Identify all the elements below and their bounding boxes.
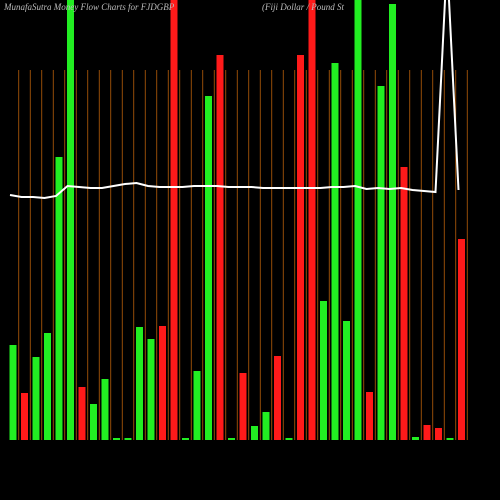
- bar: [412, 437, 419, 440]
- chart-subtitle: (Fiji Dollar / Pound St: [262, 2, 344, 12]
- bar: [170, 0, 178, 440]
- bar: [78, 387, 86, 440]
- bar: [67, 0, 74, 440]
- bar: [297, 55, 304, 440]
- bar: [228, 438, 235, 440]
- bar: [90, 404, 97, 440]
- bar: [136, 327, 143, 440]
- bars: [9, 0, 465, 440]
- chart-title: MunafaSutra Money Flow Charts for FJDGBP: [3, 2, 175, 12]
- bar: [101, 379, 109, 440]
- money-flow-line: [9, 0, 460, 200]
- bar: [205, 96, 212, 440]
- bar: [423, 425, 431, 440]
- bar: [124, 438, 132, 440]
- bar: [239, 373, 247, 440]
- bar: [389, 4, 396, 440]
- bar: [320, 301, 327, 440]
- bar: [262, 412, 270, 440]
- bar: [343, 321, 350, 440]
- bar: [274, 356, 281, 440]
- bar: [435, 428, 442, 440]
- bar: [21, 393, 28, 440]
- bar: [354, 0, 362, 440]
- bar: [366, 392, 373, 440]
- bar: [159, 326, 166, 440]
- bar: [400, 167, 408, 440]
- bar: [182, 438, 189, 440]
- bar: [113, 438, 120, 440]
- grid: [18, 70, 468, 440]
- bar: [55, 157, 63, 440]
- bar: [251, 426, 258, 440]
- bar: [193, 371, 201, 440]
- bar: [32, 357, 40, 440]
- bar: [9, 345, 17, 440]
- bar: [377, 86, 385, 440]
- line-layer: [9, 0, 460, 200]
- bar: [308, 0, 316, 440]
- bar: [446, 438, 454, 440]
- bar: [331, 63, 339, 440]
- bar: [458, 239, 465, 440]
- bar: [44, 333, 51, 440]
- bar: [147, 339, 155, 440]
- bar: [216, 55, 224, 440]
- bar: [285, 438, 293, 440]
